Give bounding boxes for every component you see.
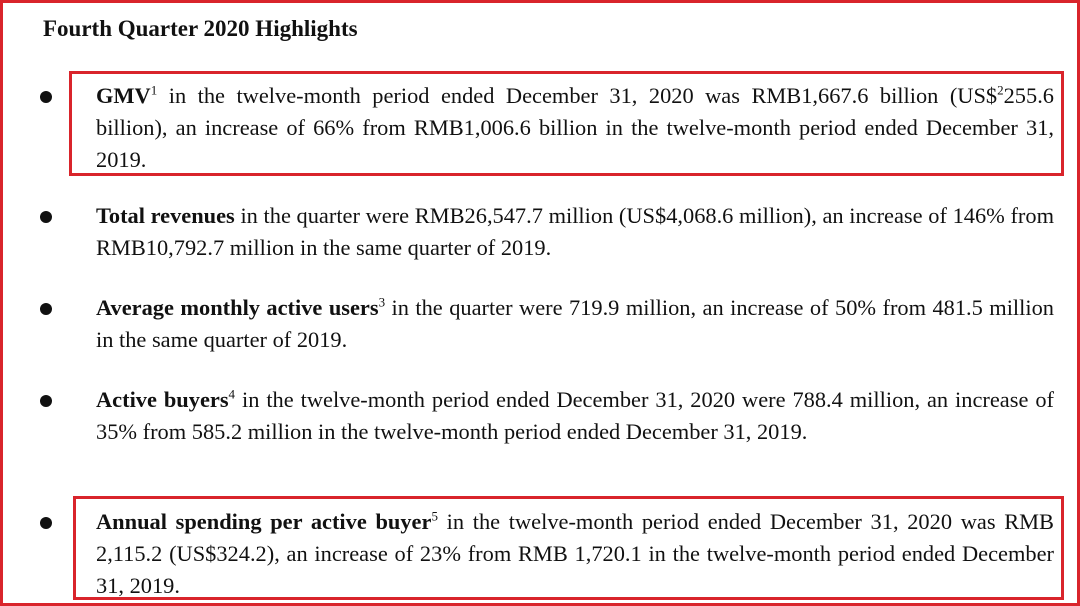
annual-spending-label: Annual spending per active buyer: [96, 509, 432, 534]
mau-body: in the quarter were 719.9 million, an in…: [96, 295, 1054, 352]
active-buyers-body: in the twelve-month period ended Decembe…: [96, 387, 1054, 444]
total-revenues-label: Total revenues: [96, 203, 235, 228]
gmv-label: GMV: [96, 83, 151, 108]
bullet-icon: [40, 395, 52, 407]
footnote-ref: 2: [997, 82, 1004, 98]
annual-spending-body: in the twelve-month period ended Decembe…: [96, 509, 1054, 598]
mau-label: Average monthly active users: [96, 295, 379, 320]
gmv-text-part-1: in the twelve-month period ended Decembe…: [157, 83, 998, 108]
gmv-text-part-2: 255.6 billion), an increase of 66% from …: [96, 83, 1054, 172]
mau-text: Average monthly active users3 in the qua…: [96, 292, 1054, 356]
footnote-ref: 5: [431, 508, 438, 524]
annual-spending-text: Annual spending per active buyer5 in the…: [96, 506, 1054, 602]
footnote-ref: 1: [150, 82, 158, 98]
bullet-icon: [40, 303, 52, 315]
bullet-icon: [40, 91, 52, 103]
total-revenues-text: Total revenues in the quarter were RMB26…: [96, 200, 1054, 264]
active-buyers-text: Active buyers4 in the twelve-month perio…: [96, 384, 1054, 448]
total-revenues-body: in the quarter were RMB26,547.7 million …: [96, 203, 1054, 260]
bullet-icon: [40, 211, 52, 223]
active-buyers-label: Active buyers: [96, 387, 229, 412]
footnote-ref: 4: [228, 386, 236, 402]
bullet-icon: [40, 517, 52, 529]
footnote-ref: 3: [378, 294, 386, 310]
gmv-text: GMV1 in the twelve-month period ended De…: [96, 80, 1054, 176]
page-title: Fourth Quarter 2020 Highlights: [43, 16, 358, 41]
